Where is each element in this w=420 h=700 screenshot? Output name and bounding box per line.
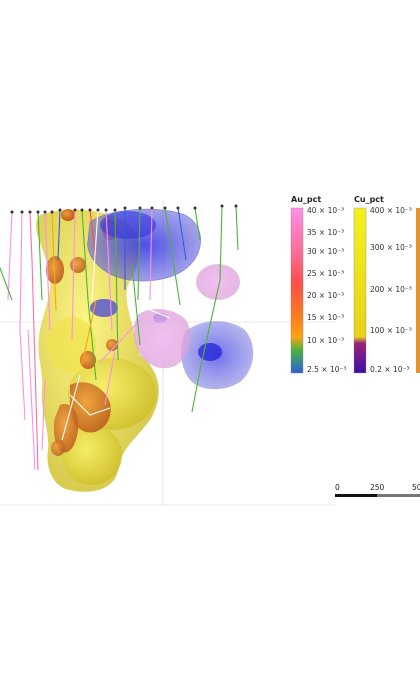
drill-hole-traces (0, 205, 239, 471)
scale-segment (335, 494, 377, 497)
scale-label: 50 (412, 483, 420, 492)
cu-tick: 100 × 10⁻³ (370, 326, 412, 335)
au-legend: Au_pct 40 × 10⁻³ 35 × 10⁻³ 30 × 10⁻³ 25 … (290, 195, 347, 374)
high-grade-pink-shell (133, 264, 240, 369)
au-tick: 2.5 × 10⁻³ (307, 365, 347, 374)
au-tick: 15 × 10⁻³ (307, 313, 344, 322)
au-legend-title: Au_pct (291, 195, 321, 204)
scale-label: 0 (335, 483, 340, 492)
cu-tick: 0.2 × 10⁻³ (370, 365, 410, 374)
cu-color-bar (353, 207, 367, 374)
cu-tick: 300 × 10⁻³ (370, 243, 412, 252)
au-tick: 25 × 10⁻³ (307, 269, 344, 278)
scale-label: 250 (370, 483, 385, 492)
au-tick: 30 × 10⁻³ (307, 247, 344, 256)
low-grade-blue-shell (87, 208, 254, 390)
scale-bar: 0 250 50 (335, 483, 420, 497)
cu-tick: 400 × 10⁻³ (370, 206, 412, 215)
third-legend-bar-edge (416, 208, 420, 373)
cu-legend: Cu_pct 400 × 10⁻³ 300 × 10⁻³ 200 × 10⁻³ … (353, 195, 412, 374)
au-tick: 35 × 10⁻³ (307, 228, 344, 237)
au-color-bar (290, 207, 304, 374)
cu-legend-title: Cu_pct (354, 195, 384, 204)
au-tick: 20 × 10⁻³ (307, 291, 344, 300)
au-tick: 40 × 10⁻³ (307, 206, 344, 215)
drill-collars (10, 204, 238, 214)
cu-tick: 200 × 10⁻³ (370, 285, 412, 294)
scale-segment (377, 494, 420, 497)
au-tick: 10 × 10⁻³ (307, 336, 344, 345)
